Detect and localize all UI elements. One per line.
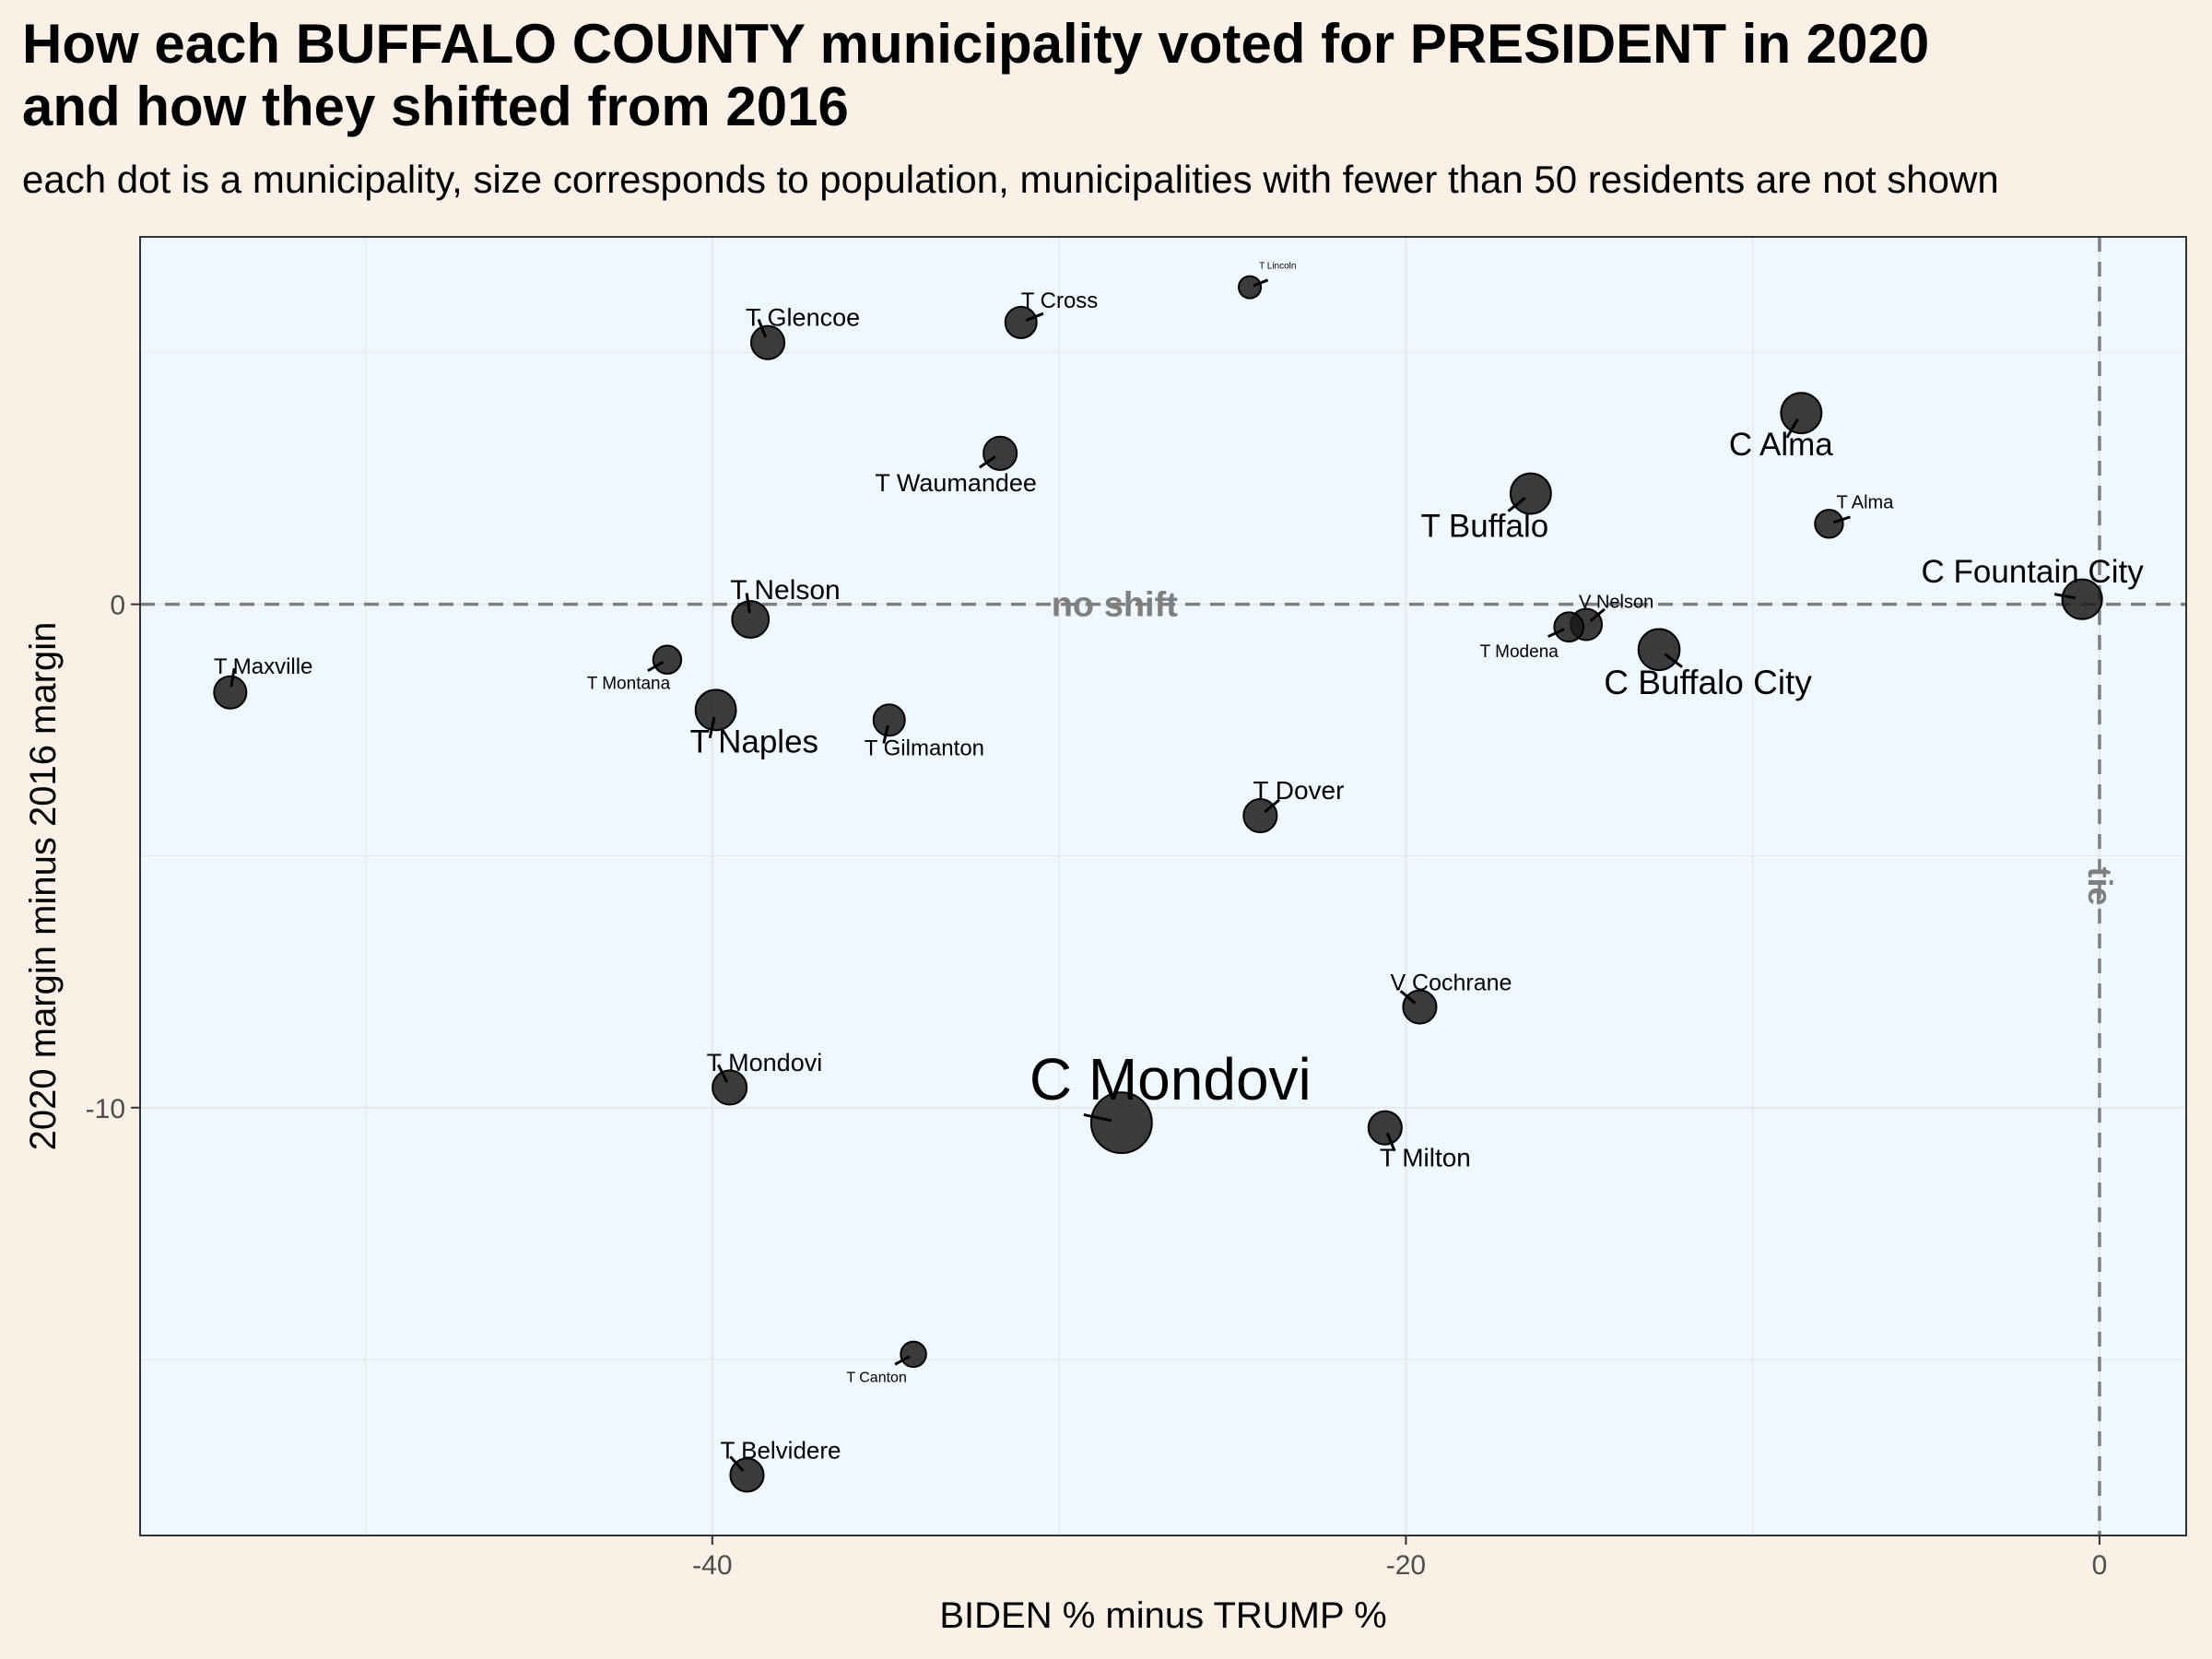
label-leader [1547,628,1565,639]
point-label: T Nelson [730,575,841,606]
data-point [1089,1091,1153,1155]
data-point [731,600,771,639]
point-labels: T Lincoln T Cross T Glencoe C Alma T Waumand… [214,262,2145,1472]
label-leader [882,724,889,744]
point-label: C Buffalo City [1604,664,1812,701]
label-leader [647,661,665,673]
data-point [1814,509,1844,539]
title-block: How each BUFFALO COUNTY municipality vot… [22,13,2197,203]
chart-subtitle: each dot is a municipality, size corresp… [22,158,1999,201]
point-label: T Milton [1380,1144,1471,1172]
point-label: V Cochrane [1390,971,1512,996]
label-leader [1785,418,1799,439]
label-leader [894,1355,911,1366]
plot-border [139,236,2187,1536]
data-point [1238,275,1263,300]
point-label: T Mondovi [707,1049,823,1077]
point-label: C Alma [1729,427,1833,463]
label-leader [979,455,996,469]
chart-title-line-2: and how they shifted from 2016 [22,76,849,137]
label-leader [717,1064,729,1083]
x-tick-label: -40 [692,1550,732,1581]
y-axis-label: 2020 margin minus 2016 margin [23,622,64,1151]
point-label: C Mondovi [1030,1046,1312,1112]
y-tick-label: 0 [110,591,125,621]
data-point [652,644,683,675]
x-axis-label: BIDEN % minus TRUMP % [939,1595,1386,1636]
label-leader [1385,1132,1396,1152]
data-point [872,703,906,737]
data-points [213,275,2103,1493]
point-label: T Maxville [214,654,313,679]
label-leader [1399,990,1417,1005]
data-point [982,435,1018,471]
data-point [1780,392,1823,435]
label-leader [2053,593,2076,600]
data-point [1004,305,1038,339]
data-point [712,1069,748,1106]
point-label: T Dover [1253,776,1344,805]
data-point [1509,472,1552,515]
point-label: T Cross [1021,288,1099,313]
reference-lines: no shift tie [140,237,2186,1535]
label-leader [729,1455,745,1472]
point-label: T Waumandee [875,469,1037,497]
chart-title-line-1: How each BUFFALO COUNTY municipality vot… [22,13,1930,75]
label-leader [745,593,751,614]
point-label: T Gilmanton [865,735,984,760]
point-label: T Modena [1480,642,1559,662]
label-leader [1589,607,1606,622]
label-leader [1833,515,1851,524]
data-point [1553,611,1585,643]
point-label: C Fountain City [1922,554,2145,590]
point-label: T Montana [587,675,671,694]
data-point [1637,628,1681,672]
label-leader [757,319,768,338]
label-leader [1264,798,1281,814]
tie-label: tie [2081,866,2119,905]
data-point [2061,578,2103,620]
point-label: T Canton [846,1370,907,1385]
label-leader [1025,312,1044,323]
grid-lines [140,237,2186,1535]
point-label: T Belvidere [720,1436,841,1464]
data-point [900,1340,927,1369]
x-tick-label: -20 [1386,1550,1426,1581]
data-point [213,675,248,710]
axes: -40 -20 0 0 -10 [86,591,2108,1581]
point-label: T Lincoln [1259,262,1296,272]
point-label: T Naples [690,724,818,759]
label-leader [229,667,236,688]
data-point [750,324,786,360]
plot-panel [140,237,2186,1535]
no-shift-label: no shift [1052,586,1179,625]
point-label: V Nelson [1579,593,1653,613]
point-label: T Glencoe [746,304,860,332]
y-tick-label: -10 [86,1094,125,1124]
point-label: T Alma [1836,492,1894,512]
label-leader [1664,653,1683,668]
label-leader [1253,278,1269,288]
label-leader [708,716,716,738]
point-label: T Buffalo [1420,509,1548,545]
label-leader [1507,497,1526,512]
data-point [694,688,737,732]
data-point [1367,1110,1403,1146]
label-leader [1083,1112,1112,1123]
x-tick-label: 0 [2092,1550,2108,1581]
